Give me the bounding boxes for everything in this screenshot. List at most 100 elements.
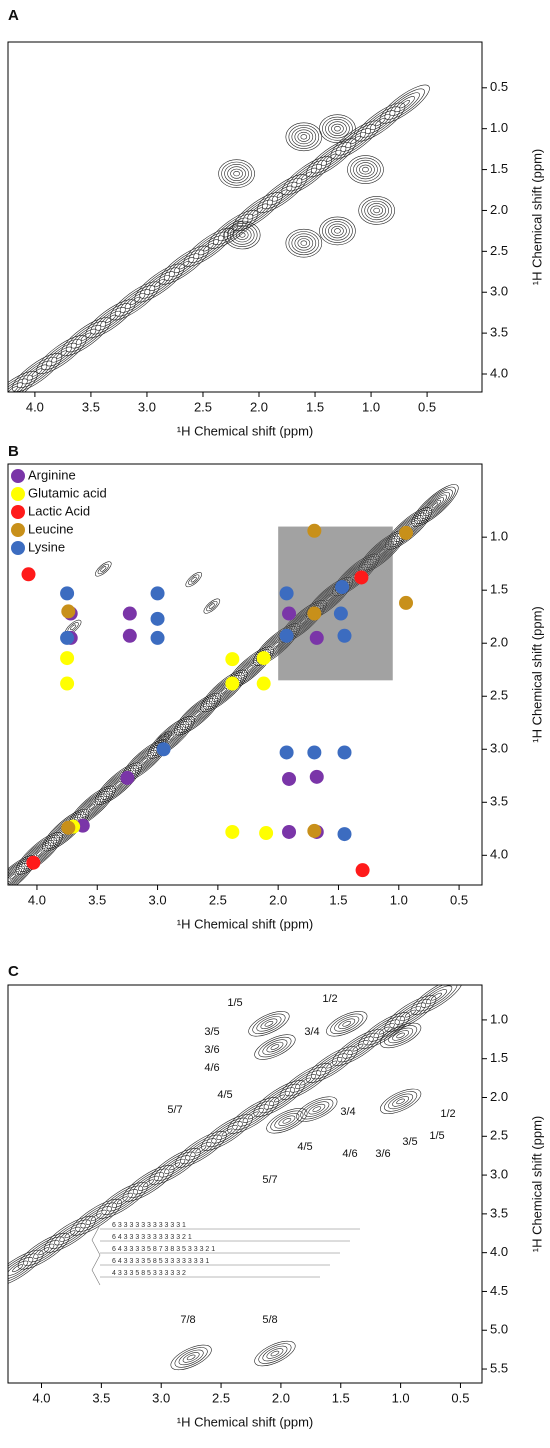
contour [247, 1111, 259, 1120]
x-tick-label: 3.5 [92, 1390, 110, 1405]
contour [21, 360, 53, 385]
y-axis-label: ¹H Chemical shift (ppm) [529, 149, 544, 286]
contour [431, 992, 442, 1001]
contour [331, 123, 344, 134]
point [282, 771, 297, 786]
contour [88, 804, 96, 810]
point [259, 826, 274, 841]
contour [261, 177, 303, 210]
contour [285, 228, 323, 258]
contour [122, 1165, 175, 1202]
contour [11, 353, 63, 392]
contour [362, 166, 369, 173]
contour [384, 88, 425, 120]
contour [262, 1345, 288, 1362]
contour [82, 798, 102, 816]
contour [160, 735, 167, 742]
contour [310, 142, 352, 174]
point [61, 604, 76, 619]
contour [224, 164, 249, 184]
y-tick-label: 1.0 [490, 1011, 508, 1026]
point [355, 863, 370, 878]
annotation: 3/6 [375, 1148, 390, 1160]
contour [389, 998, 432, 1029]
contour [414, 486, 456, 524]
contour [379, 84, 430, 124]
x-tick-label: 2.5 [209, 892, 227, 907]
contour [396, 1098, 405, 1105]
x-tick-label: 1.0 [362, 399, 380, 414]
contour [319, 216, 356, 246]
contour [356, 162, 375, 177]
contour [36, 335, 87, 375]
contour [75, 1202, 117, 1232]
contour [260, 1018, 278, 1030]
contour [253, 1080, 306, 1117]
y-axis-label: ¹H Chemical shift (ppm) [529, 606, 544, 743]
contour [334, 228, 341, 234]
contour [423, 494, 447, 517]
contour [233, 171, 240, 177]
contour [188, 231, 229, 263]
structure-label: 4 3 3 3 5 8 5 3 3 3 3 3 2 [112, 1270, 186, 1277]
contour [319, 114, 356, 143]
contour [378, 1026, 390, 1035]
contour [179, 698, 216, 731]
contour [325, 221, 350, 241]
contour [384, 995, 437, 1032]
contour [399, 1006, 421, 1022]
contour [322, 116, 353, 141]
point [307, 745, 322, 760]
contour [266, 1348, 284, 1359]
x-tick-label: 0.5 [451, 1390, 469, 1405]
contour [321, 1057, 343, 1073]
x-tick-label: 3.0 [138, 399, 156, 414]
contour [355, 102, 406, 142]
contour [46, 342, 77, 367]
x-tick-label: 1.5 [306, 399, 324, 414]
contour [415, 985, 458, 1012]
contour [364, 200, 389, 221]
panel: B 4.0 3.5 3.0 2.5 2.0 1.5 1.0 0.5 1.0 1.5 2.0 2.5 3.0… [7, 443, 544, 931]
contour [90, 1213, 102, 1222]
contour [266, 1108, 308, 1134]
contour [221, 161, 252, 186]
legend-marker [11, 469, 25, 483]
contour [296, 1096, 338, 1122]
contour [143, 1179, 154, 1188]
contour [238, 232, 246, 238]
annotation: 3/4 [340, 1106, 355, 1118]
contour [226, 223, 258, 247]
contour [248, 1011, 290, 1037]
contour [258, 1083, 301, 1114]
contour [150, 718, 192, 756]
contour [370, 205, 383, 216]
structure-label: 6 4 3 3 3 3 3 3 3 3 3 3 2 1 [112, 1234, 192, 1241]
x-tick-label: 2.5 [194, 399, 212, 414]
contour [8, 865, 25, 885]
contour [163, 249, 205, 281]
contour [127, 1168, 170, 1199]
contour [334, 126, 341, 132]
contour [278, 1115, 296, 1127]
contour [38, 1247, 50, 1256]
contour [331, 225, 344, 236]
y-tick-label: 5.5 [490, 1360, 508, 1375]
contour [8, 378, 28, 392]
point [60, 651, 75, 666]
x-tick-label: 1.0 [390, 892, 408, 907]
contour [141, 757, 148, 764]
contour [212, 213, 254, 245]
contour [188, 574, 200, 585]
contour [158, 1155, 191, 1178]
contour [100, 767, 137, 800]
contour [374, 117, 386, 127]
contour [222, 221, 244, 238]
y-tick-label: 2.5 [490, 1128, 508, 1143]
annotation: 5/7 [167, 1104, 182, 1116]
structure-label: 6 4 3 3 3 3 5 8 7 3 8 3 5 3 3 3 2 1 [112, 1246, 215, 1253]
panel-label: A [8, 7, 19, 24]
contour [8, 870, 19, 883]
contour [28, 1240, 60, 1263]
contour [288, 231, 320, 256]
